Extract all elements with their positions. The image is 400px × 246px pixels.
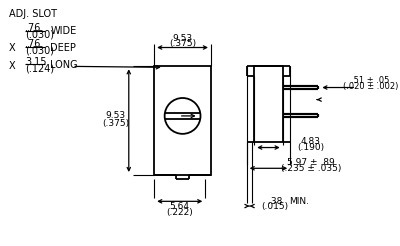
Text: 4.83: 4.83 <box>301 137 321 146</box>
Text: (.235 ± .035): (.235 ± .035) <box>281 164 341 173</box>
Text: MIN.: MIN. <box>289 197 309 206</box>
Text: ADJ. SLOT: ADJ. SLOT <box>9 10 57 19</box>
Text: 3.15: 3.15 <box>25 57 46 67</box>
Text: (.030): (.030) <box>25 29 54 39</box>
Text: 5.64: 5.64 <box>170 202 190 212</box>
Text: .76: .76 <box>25 23 40 33</box>
Text: 9.53: 9.53 <box>172 33 193 43</box>
Bar <box>254 66 283 142</box>
Text: X: X <box>9 44 16 53</box>
Text: (.030): (.030) <box>25 45 54 55</box>
Text: WIDE: WIDE <box>50 27 77 36</box>
Text: (.222): (.222) <box>166 208 193 217</box>
Text: .38: .38 <box>268 197 282 206</box>
Text: (.375): (.375) <box>102 119 129 128</box>
Text: X: X <box>9 62 16 71</box>
Text: 5.97 ± .89: 5.97 ± .89 <box>287 158 335 167</box>
Text: LONG: LONG <box>50 61 78 70</box>
Text: .76: .76 <box>25 39 40 49</box>
Bar <box>154 66 211 175</box>
Text: (.020 ± .002): (.020 ± .002) <box>343 82 398 91</box>
Text: (.190): (.190) <box>297 143 324 152</box>
Text: DEEP: DEEP <box>50 43 76 52</box>
Text: (.375): (.375) <box>169 39 196 48</box>
Text: .51 ± .05: .51 ± .05 <box>351 77 390 85</box>
Text: (.124): (.124) <box>25 63 54 73</box>
Text: 9.53: 9.53 <box>106 111 126 121</box>
Text: (.015): (.015) <box>262 202 289 212</box>
